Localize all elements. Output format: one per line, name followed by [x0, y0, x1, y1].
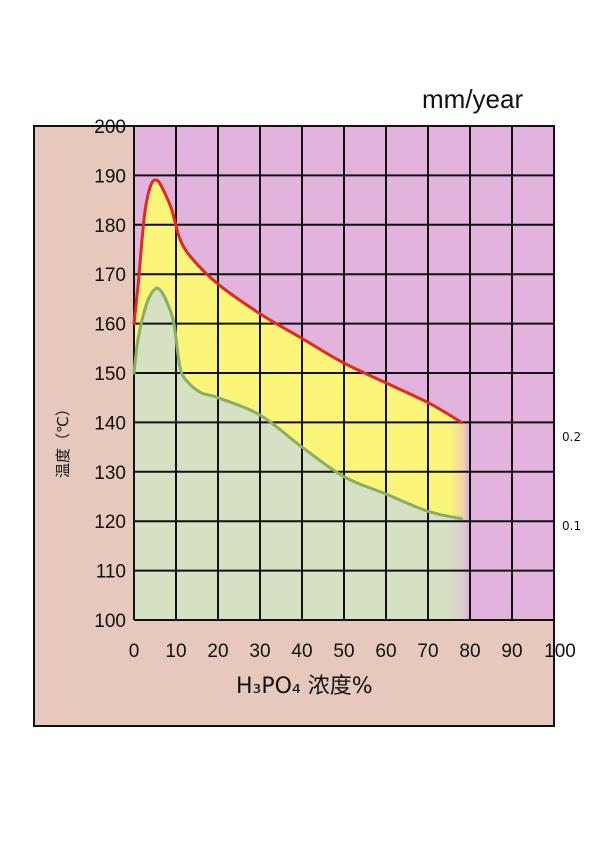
y-tick-label: 160 — [94, 315, 126, 336]
x-tick-label: 50 — [333, 641, 354, 662]
y-tick-label: 130 — [94, 463, 126, 484]
y-tick-label: 140 — [94, 413, 126, 434]
x-tick-label: 40 — [291, 641, 312, 662]
grid-lines — [133, 125, 555, 621]
series-line-0.1 — [132, 286, 464, 521]
x-tick-labels: 0 10 20 30 40 50 60 70 80 90 100 — [129, 641, 576, 662]
x-tick-label: 80 — [459, 641, 480, 662]
unit-label: mm/year — [422, 84, 523, 114]
x-tick-label: 70 — [417, 641, 438, 662]
series-label-0.2: 0.2 — [562, 430, 581, 444]
x-axis-label: H₃PO₄ 浓度% — [236, 674, 373, 699]
x-tick-label: 0 — [129, 641, 140, 662]
x-tick-label: 60 — [375, 641, 396, 662]
y-tick-label: 150 — [94, 364, 126, 385]
y-axis-label: 温度（℃） — [54, 401, 72, 478]
y-tick-label: 190 — [94, 166, 126, 187]
series-line-0.2 — [132, 178, 464, 424]
y-tick-label: 120 — [94, 512, 126, 533]
y-tick-labels: 100 110 120 130 140 150 160 170 180 190 200 — [94, 117, 126, 632]
x-tick-label: 100 — [544, 641, 576, 662]
y-tick-label: 110 — [96, 562, 126, 583]
y-tick-label: 180 — [94, 216, 126, 237]
region-below-lower — [134, 288, 466, 620]
x-tick-label: 90 — [501, 641, 522, 662]
x-tick-label: 30 — [249, 641, 270, 662]
x-tick-label: 20 — [207, 641, 228, 662]
y-tick-label: 100 — [94, 611, 126, 632]
y-tick-label: 170 — [94, 265, 126, 286]
y-tick-label: 200 — [94, 117, 126, 138]
series-label-0.1: 0.1 — [562, 519, 581, 533]
x-tick-label: 10 — [165, 641, 186, 662]
